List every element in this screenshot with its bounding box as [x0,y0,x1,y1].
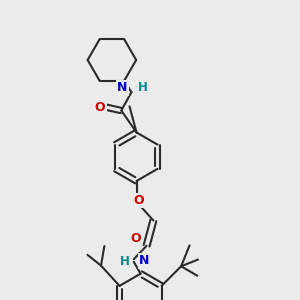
Text: H: H [120,255,130,268]
Text: O: O [95,101,105,114]
Text: N: N [139,254,149,267]
Text: N: N [117,82,128,94]
Text: O: O [131,232,141,245]
Text: H: H [138,82,148,94]
Text: O: O [133,194,143,207]
